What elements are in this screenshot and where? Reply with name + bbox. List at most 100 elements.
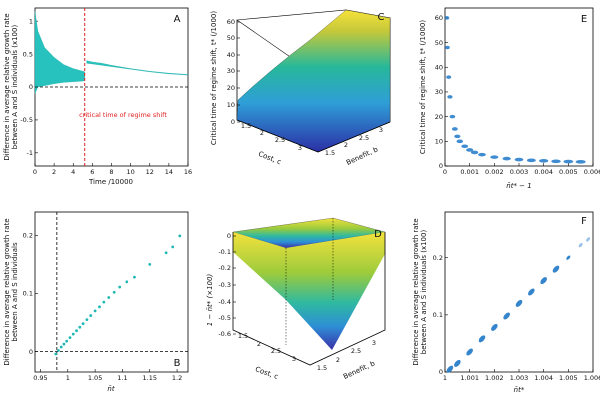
y-tick-label: 40 (435, 63, 443, 71)
x-tick-label: 1.05 (88, 374, 102, 382)
panel-e-ticks: 0 0.001 0.002 0.003 0.004 0.005 0.006 0 10 20 30 40… (435, 14, 600, 176)
scatter-point (454, 359, 461, 367)
panel-a-plot (34, 8, 189, 166)
panel-c-box-front (236, 119, 391, 153)
panel-e: 0 0.001 0.002 0.003 0.004 0.005 0.006 0 10 20 30 40… (419, 7, 600, 190)
x-tick-label: 6 (90, 168, 94, 176)
scatter-point (454, 134, 461, 139)
panel-b-ylabel: Difference in average relative growth ra… (3, 218, 19, 365)
y-tick-label: 50 (435, 39, 443, 47)
x-tick-label: 0.006 (584, 168, 600, 176)
panel-d-ticks: 0 -0.1 -0.2 -0.3 -0.4 -0.5 -0.6 1.5 2 2.5 3 1.5 2 2.5… (218, 232, 376, 372)
panel-e-ylabel: Critical time of regime shift, t* (/1000… (419, 20, 427, 154)
x-tick-label: 3 (298, 144, 302, 152)
scatter-point (444, 16, 450, 20)
y-tick-label: 3 (379, 126, 383, 134)
y-tick-label: 2.5 (351, 347, 361, 355)
scatter-point (89, 314, 93, 317)
x-tick-label: 0.95 (33, 374, 47, 382)
scatter-point (62, 342, 66, 346)
scatter-point (107, 296, 111, 299)
y-tick-label: 60 (435, 14, 443, 22)
y-tick-label: 2 (336, 356, 340, 364)
scatter-point (563, 159, 574, 164)
scatter-point (112, 290, 116, 294)
panel-a-letter: A (174, 14, 181, 25)
scatter-point (75, 329, 78, 333)
scatter-point (81, 322, 85, 326)
panel-b-ticks: 0.95 1 1.05 1.1 1.15 1.2 0 0.1 0.2 (23, 231, 183, 382)
scatter-point (528, 288, 535, 296)
panel-e-frame (444, 7, 594, 167)
x-tick-label: 0.003 (510, 168, 529, 176)
scatter-point (478, 152, 486, 157)
y-tick-label: 0 (29, 348, 33, 356)
x-tick-label: 16 (184, 168, 192, 176)
scatter-point (539, 159, 549, 163)
scatter-point (59, 345, 63, 349)
x-tick-label: 1.15 (143, 374, 157, 382)
scatter-point (178, 234, 182, 238)
x-tick-label: 14 (165, 168, 173, 176)
panel-d-letter: D (374, 229, 382, 240)
panel-b-frame (34, 211, 189, 373)
z-tick-label: 10 (227, 101, 235, 109)
panel-c-ylabel: Benefit, b (345, 145, 380, 167)
scatter-point (502, 156, 511, 161)
scatter-point (575, 160, 586, 164)
y-tick-label: 20 (435, 113, 443, 121)
scatter-point (578, 242, 583, 248)
scatter-point (449, 114, 456, 119)
scatter-point (526, 158, 536, 163)
y-tick-label: 1.5 (325, 149, 335, 157)
x-tick-label: 0.002 (485, 168, 504, 176)
panel-f-ylabel: Difference in average relative growth ra… (412, 218, 428, 365)
panel-f-plot (446, 237, 591, 373)
y-tick-label: 0 (29, 83, 33, 91)
x-tick-label: 1.002 (485, 374, 504, 382)
ylabel-line: between A and S individuals (11, 242, 19, 342)
scatter-point (125, 280, 129, 284)
x-tick-label: 3 (292, 355, 296, 363)
scatter-point (65, 339, 69, 343)
scatter-point (461, 144, 469, 149)
panel-a-ticks: 0 2 4 6 8 10 12 14 16 -1 -0.5 0 0.5 1 (20, 17, 192, 176)
panel-a-xlabel: Time /10000 (88, 178, 133, 186)
x-tick-label: 2.5 (275, 136, 285, 144)
growth-rate-band-after-shift (86, 60, 189, 76)
z-tick-label: -0.2 (218, 264, 231, 272)
x-tick-label: 1.005 (559, 374, 578, 382)
x-tick-label: 8 (109, 168, 113, 176)
panel-f: 1 1.001 1.002 1.003 1.004 1.005 1.006 0 0.1 0.2 F… (412, 211, 600, 394)
regime-shift-annotation: critical time of regime shift (79, 111, 167, 119)
panel-d-box-inner (285, 218, 334, 345)
y-tick-label: 0.2 (433, 254, 443, 262)
x-tick-label: 1 (66, 374, 70, 382)
panel-f-xlabel: n̄t* (514, 386, 525, 394)
panel-d-box (232, 232, 386, 366)
y-tick-label: 0.5 (23, 50, 33, 58)
panel-c-xlabel: Cost, c (257, 150, 282, 166)
scatter-point (57, 349, 60, 352)
panel-c-letter: C (378, 12, 385, 23)
y-tick-label: 2 (344, 141, 348, 149)
z-tick-label: 20 (227, 84, 235, 92)
x-tick-label: 1 (443, 374, 447, 382)
x-tick-label: 0.001 (460, 168, 479, 176)
y-tick-label: 1 (29, 17, 33, 25)
scatter-point (171, 245, 175, 249)
z-tick-label: -0.3 (218, 281, 231, 289)
scatter-point (118, 285, 122, 289)
x-tick-label: 1.1 (117, 374, 127, 382)
growth-rate-band-before-shift (34, 11, 85, 94)
scatter-point (466, 148, 474, 152)
panel-b-letter: B (174, 358, 181, 369)
scatter-point (71, 332, 75, 336)
panel-d-zlabel: 1 − n̄t* (×100) (206, 274, 214, 327)
scatter-point (515, 299, 523, 307)
scatter-point (148, 262, 152, 266)
z-tick-label: 30 (227, 67, 235, 75)
scatter-point (98, 305, 101, 309)
y-tick-label: -1 (27, 149, 33, 157)
